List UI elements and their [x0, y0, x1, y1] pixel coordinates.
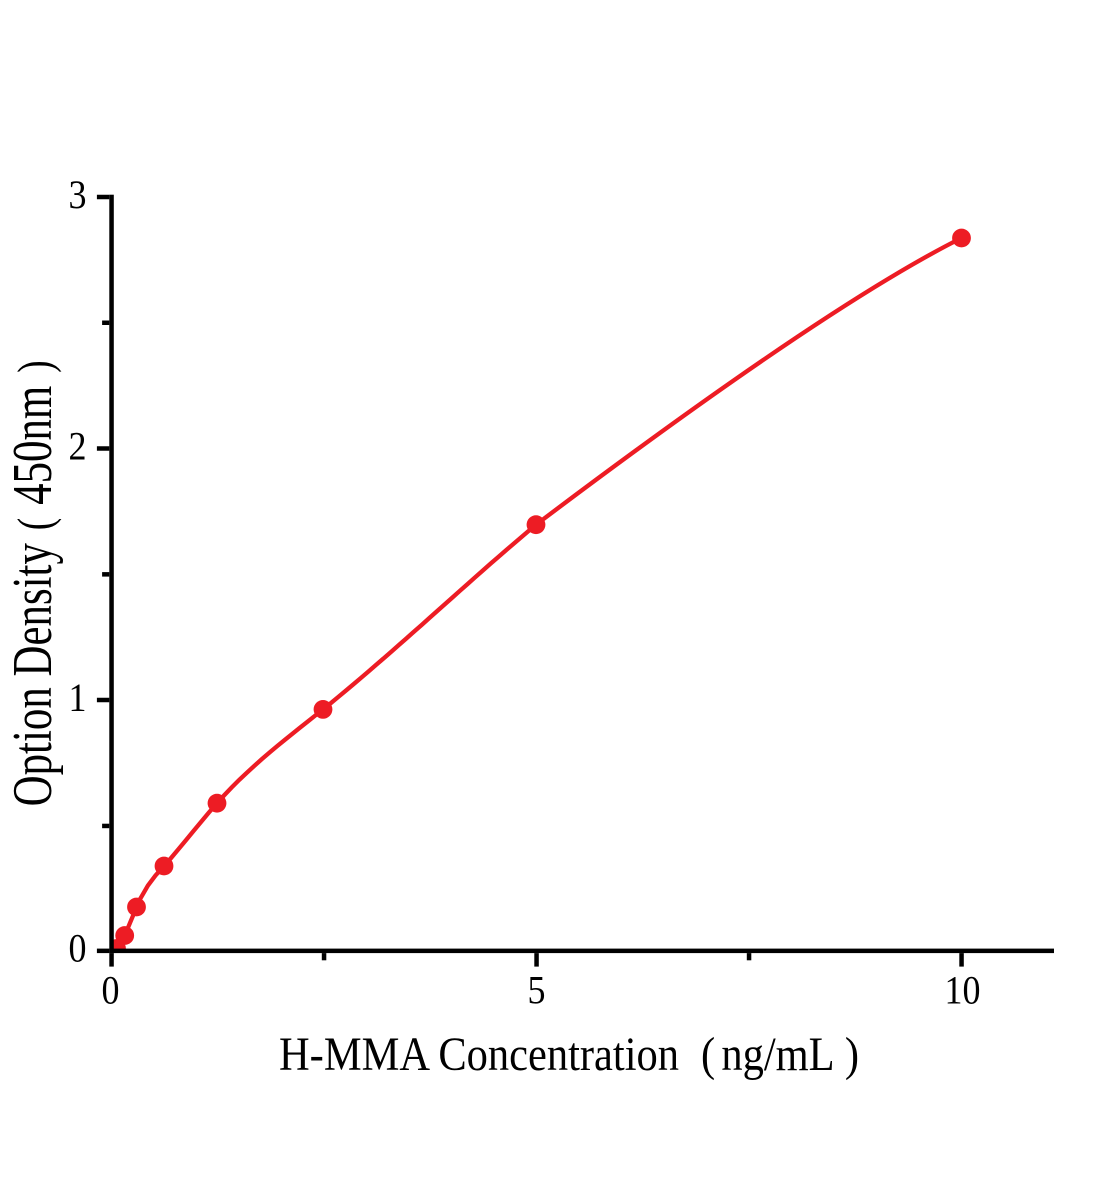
svg-text:1: 1: [69, 676, 87, 720]
svg-text:10: 10: [945, 968, 981, 1012]
svg-text:5: 5: [528, 968, 546, 1012]
svg-text:Option Density(450nm): Option Density(450nm): [2, 350, 64, 807]
svg-text:2: 2: [69, 425, 87, 469]
svg-text:0: 0: [102, 968, 120, 1012]
svg-text:H-MMA Concentration(ng/mL): H-MMA Concentration(ng/mL): [279, 1028, 870, 1081]
svg-text:0: 0: [69, 927, 87, 971]
svg-text:3: 3: [69, 173, 87, 217]
